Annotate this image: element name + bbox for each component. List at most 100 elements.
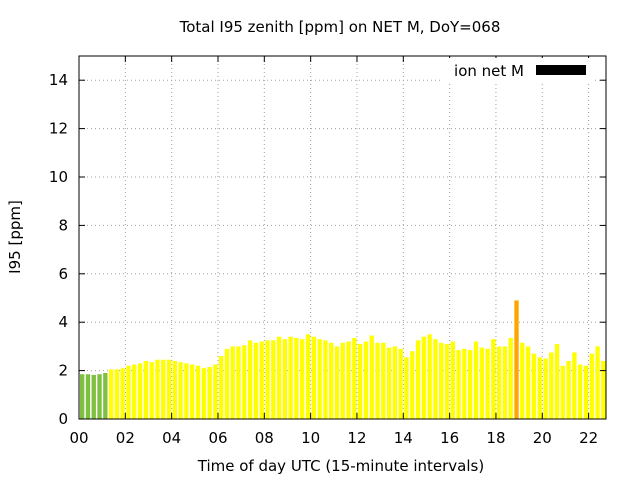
bar (421, 336, 427, 419)
bar (294, 337, 299, 419)
plot-frame (78, 55, 607, 420)
bar (589, 353, 594, 419)
bar (583, 365, 589, 419)
bar (190, 364, 195, 419)
bar (207, 366, 212, 419)
x-tick-label: 18 (486, 429, 505, 447)
y-tick-label: 6 (58, 265, 68, 283)
x-tick-label: 10 (301, 429, 320, 447)
legend: ion net M (442, 58, 594, 82)
bar (184, 363, 189, 419)
bar (554, 343, 560, 419)
bar (276, 336, 282, 419)
bar (520, 342, 525, 419)
bar (259, 341, 264, 419)
bar (543, 358, 548, 419)
y-tick-label: 12 (49, 120, 68, 138)
bar (375, 342, 380, 419)
bar (439, 342, 444, 419)
bar (404, 357, 409, 419)
bar (450, 341, 455, 419)
bar (317, 339, 322, 419)
bar (502, 346, 508, 419)
bar (305, 334, 311, 419)
x-tick-label: 04 (162, 429, 181, 447)
bar (242, 345, 247, 419)
bar (491, 339, 496, 419)
x-tick-label: 02 (116, 429, 135, 447)
bar (398, 348, 403, 419)
bar (352, 337, 357, 419)
legend-swatch (536, 65, 586, 75)
bar (213, 364, 218, 419)
bar (363, 341, 369, 419)
bar (323, 340, 328, 419)
x-tick-label: 14 (394, 429, 413, 447)
bar (508, 337, 513, 419)
bar (282, 339, 288, 419)
x-axis-label: Time of day UTC (15-minute intervals) (197, 457, 484, 475)
bar (230, 346, 235, 419)
bar (427, 334, 432, 419)
bar (137, 363, 143, 419)
bar (468, 350, 473, 419)
bar (549, 352, 554, 419)
y-tick-label: 14 (49, 71, 68, 89)
y-tick-label: 0 (58, 410, 68, 428)
bar (392, 346, 398, 419)
chart-title: Total I95 zenith [ppm] on NET M, DoY=068 (179, 18, 501, 36)
bar (97, 374, 102, 419)
bar (201, 368, 206, 419)
x-tick-label: 00 (69, 429, 88, 447)
bar (485, 348, 490, 419)
y-tick-label: 8 (58, 216, 68, 234)
bar (537, 357, 542, 419)
grid (79, 56, 606, 419)
bar (572, 352, 577, 419)
bar (514, 300, 519, 419)
bar (369, 335, 374, 419)
bar (132, 364, 137, 419)
bar (444, 343, 450, 419)
bar (236, 346, 241, 419)
bar (103, 373, 108, 419)
bar (566, 360, 571, 419)
bar (560, 365, 566, 419)
bar (85, 374, 91, 419)
bar (108, 369, 114, 419)
bar (595, 346, 600, 419)
bar (247, 340, 253, 419)
bar (300, 339, 305, 419)
bar (126, 365, 131, 419)
bar (195, 365, 201, 419)
bar (253, 342, 259, 419)
bar (120, 368, 125, 419)
x-tick-label: 06 (208, 429, 227, 447)
legend-label: ion net M (454, 62, 524, 80)
bar (386, 347, 392, 419)
bar (265, 340, 270, 419)
y-tick-label: 10 (49, 168, 68, 186)
bar (161, 359, 166, 419)
bar (381, 342, 386, 419)
y-tick-label: 2 (58, 362, 68, 380)
bar (329, 342, 334, 419)
y-axis-label: I95 [ppm] (6, 200, 24, 274)
bar (114, 369, 120, 419)
bar (172, 360, 177, 419)
bar (155, 359, 160, 419)
bar (456, 350, 461, 419)
bar (166, 359, 172, 419)
bar (334, 346, 340, 419)
bar (496, 346, 502, 419)
x-tick-label: 20 (533, 429, 552, 447)
y-tick-label: 4 (58, 313, 68, 331)
bar (479, 347, 484, 419)
bar (91, 374, 96, 419)
x-tick-label: 16 (440, 429, 459, 447)
bar (224, 348, 230, 419)
bar (288, 336, 293, 419)
bar (473, 341, 479, 419)
bar (271, 340, 276, 419)
